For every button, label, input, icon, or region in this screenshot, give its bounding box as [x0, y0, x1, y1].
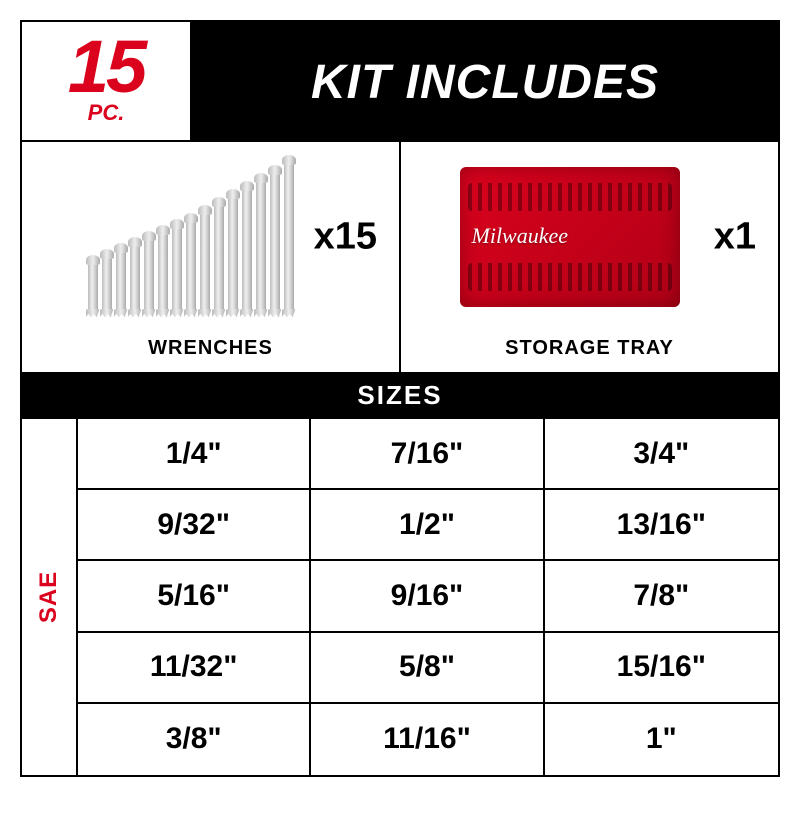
size-cell: 5/16" [78, 561, 311, 632]
wrench-icon [158, 232, 168, 312]
header: 15 PC. KIT INCLUDES [22, 22, 778, 142]
product-tray: Milwaukee x1 STORAGE TRAY [401, 142, 778, 372]
wrench-icon [186, 220, 196, 312]
tray-icon: Milwaukee [460, 167, 680, 307]
size-cell: 5/8" [311, 633, 544, 704]
size-cell: 7/16" [311, 419, 544, 490]
size-cell: 15/16" [545, 633, 778, 704]
wrenches-qty: x15 [314, 215, 377, 258]
size-cell: 9/16" [311, 561, 544, 632]
wrench-icon [200, 212, 210, 312]
kit-card: 15 PC. KIT INCLUDES x15 WRENCHES Milwauk… [20, 20, 780, 777]
wrench-icon [214, 204, 224, 312]
wrench-icon [228, 196, 238, 312]
wrenches-label: WRENCHES [148, 337, 273, 360]
size-cell: 1/2" [311, 490, 544, 561]
size-cell: 13/16" [545, 490, 778, 561]
tray-brand-text: Milwaukee [472, 223, 569, 249]
size-cell: 11/16" [311, 704, 544, 775]
wrench-icon [116, 250, 126, 312]
wrench-icon [172, 226, 182, 312]
wrench-icon [284, 162, 294, 312]
wrench-icon [270, 172, 280, 312]
tray-illustration: Milwaukee x1 [401, 142, 778, 331]
piece-count-number: 15 [68, 36, 144, 99]
tray-qty: x1 [714, 215, 756, 258]
sizes-grid: 1/4"7/16"3/4" 9/32"1/2"13/16" 5/16"9/16"7/… [78, 419, 778, 775]
piece-count-badge: 15 PC. [22, 22, 192, 142]
wrench-icon [102, 256, 112, 312]
products-row: x15 WRENCHES Milwaukee x1 STORAGE TRAY [22, 142, 778, 372]
piece-count-unit: PC. [88, 100, 125, 126]
size-cell: 1/4" [78, 419, 311, 490]
sizes-header: SIZES [22, 372, 778, 419]
header-title: KIT INCLUDES [192, 22, 778, 142]
wrench-icon [130, 244, 140, 312]
wrench-icon [242, 188, 252, 312]
wrench-icon [144, 238, 154, 312]
product-wrenches: x15 WRENCHES [22, 142, 401, 372]
sae-label: SAE [35, 571, 63, 623]
wrench-icon [256, 180, 266, 312]
sae-column: SAE [22, 419, 78, 775]
size-cell: 3/4" [545, 419, 778, 490]
size-cell: 9/32" [78, 490, 311, 561]
wrenches-illustration: x15 [22, 142, 399, 331]
size-cell: 3/8" [78, 704, 311, 775]
size-cell: 7/8" [545, 561, 778, 632]
sizes-section: SAE 1/4"7/16"3/4" 9/32"1/2"13/16" 5/16"9/1… [22, 419, 778, 775]
tray-label: STORAGE TRAY [505, 337, 674, 360]
size-cell: 11/32" [78, 633, 311, 704]
wrench-icon [88, 262, 98, 312]
size-cell: 1" [545, 704, 778, 775]
